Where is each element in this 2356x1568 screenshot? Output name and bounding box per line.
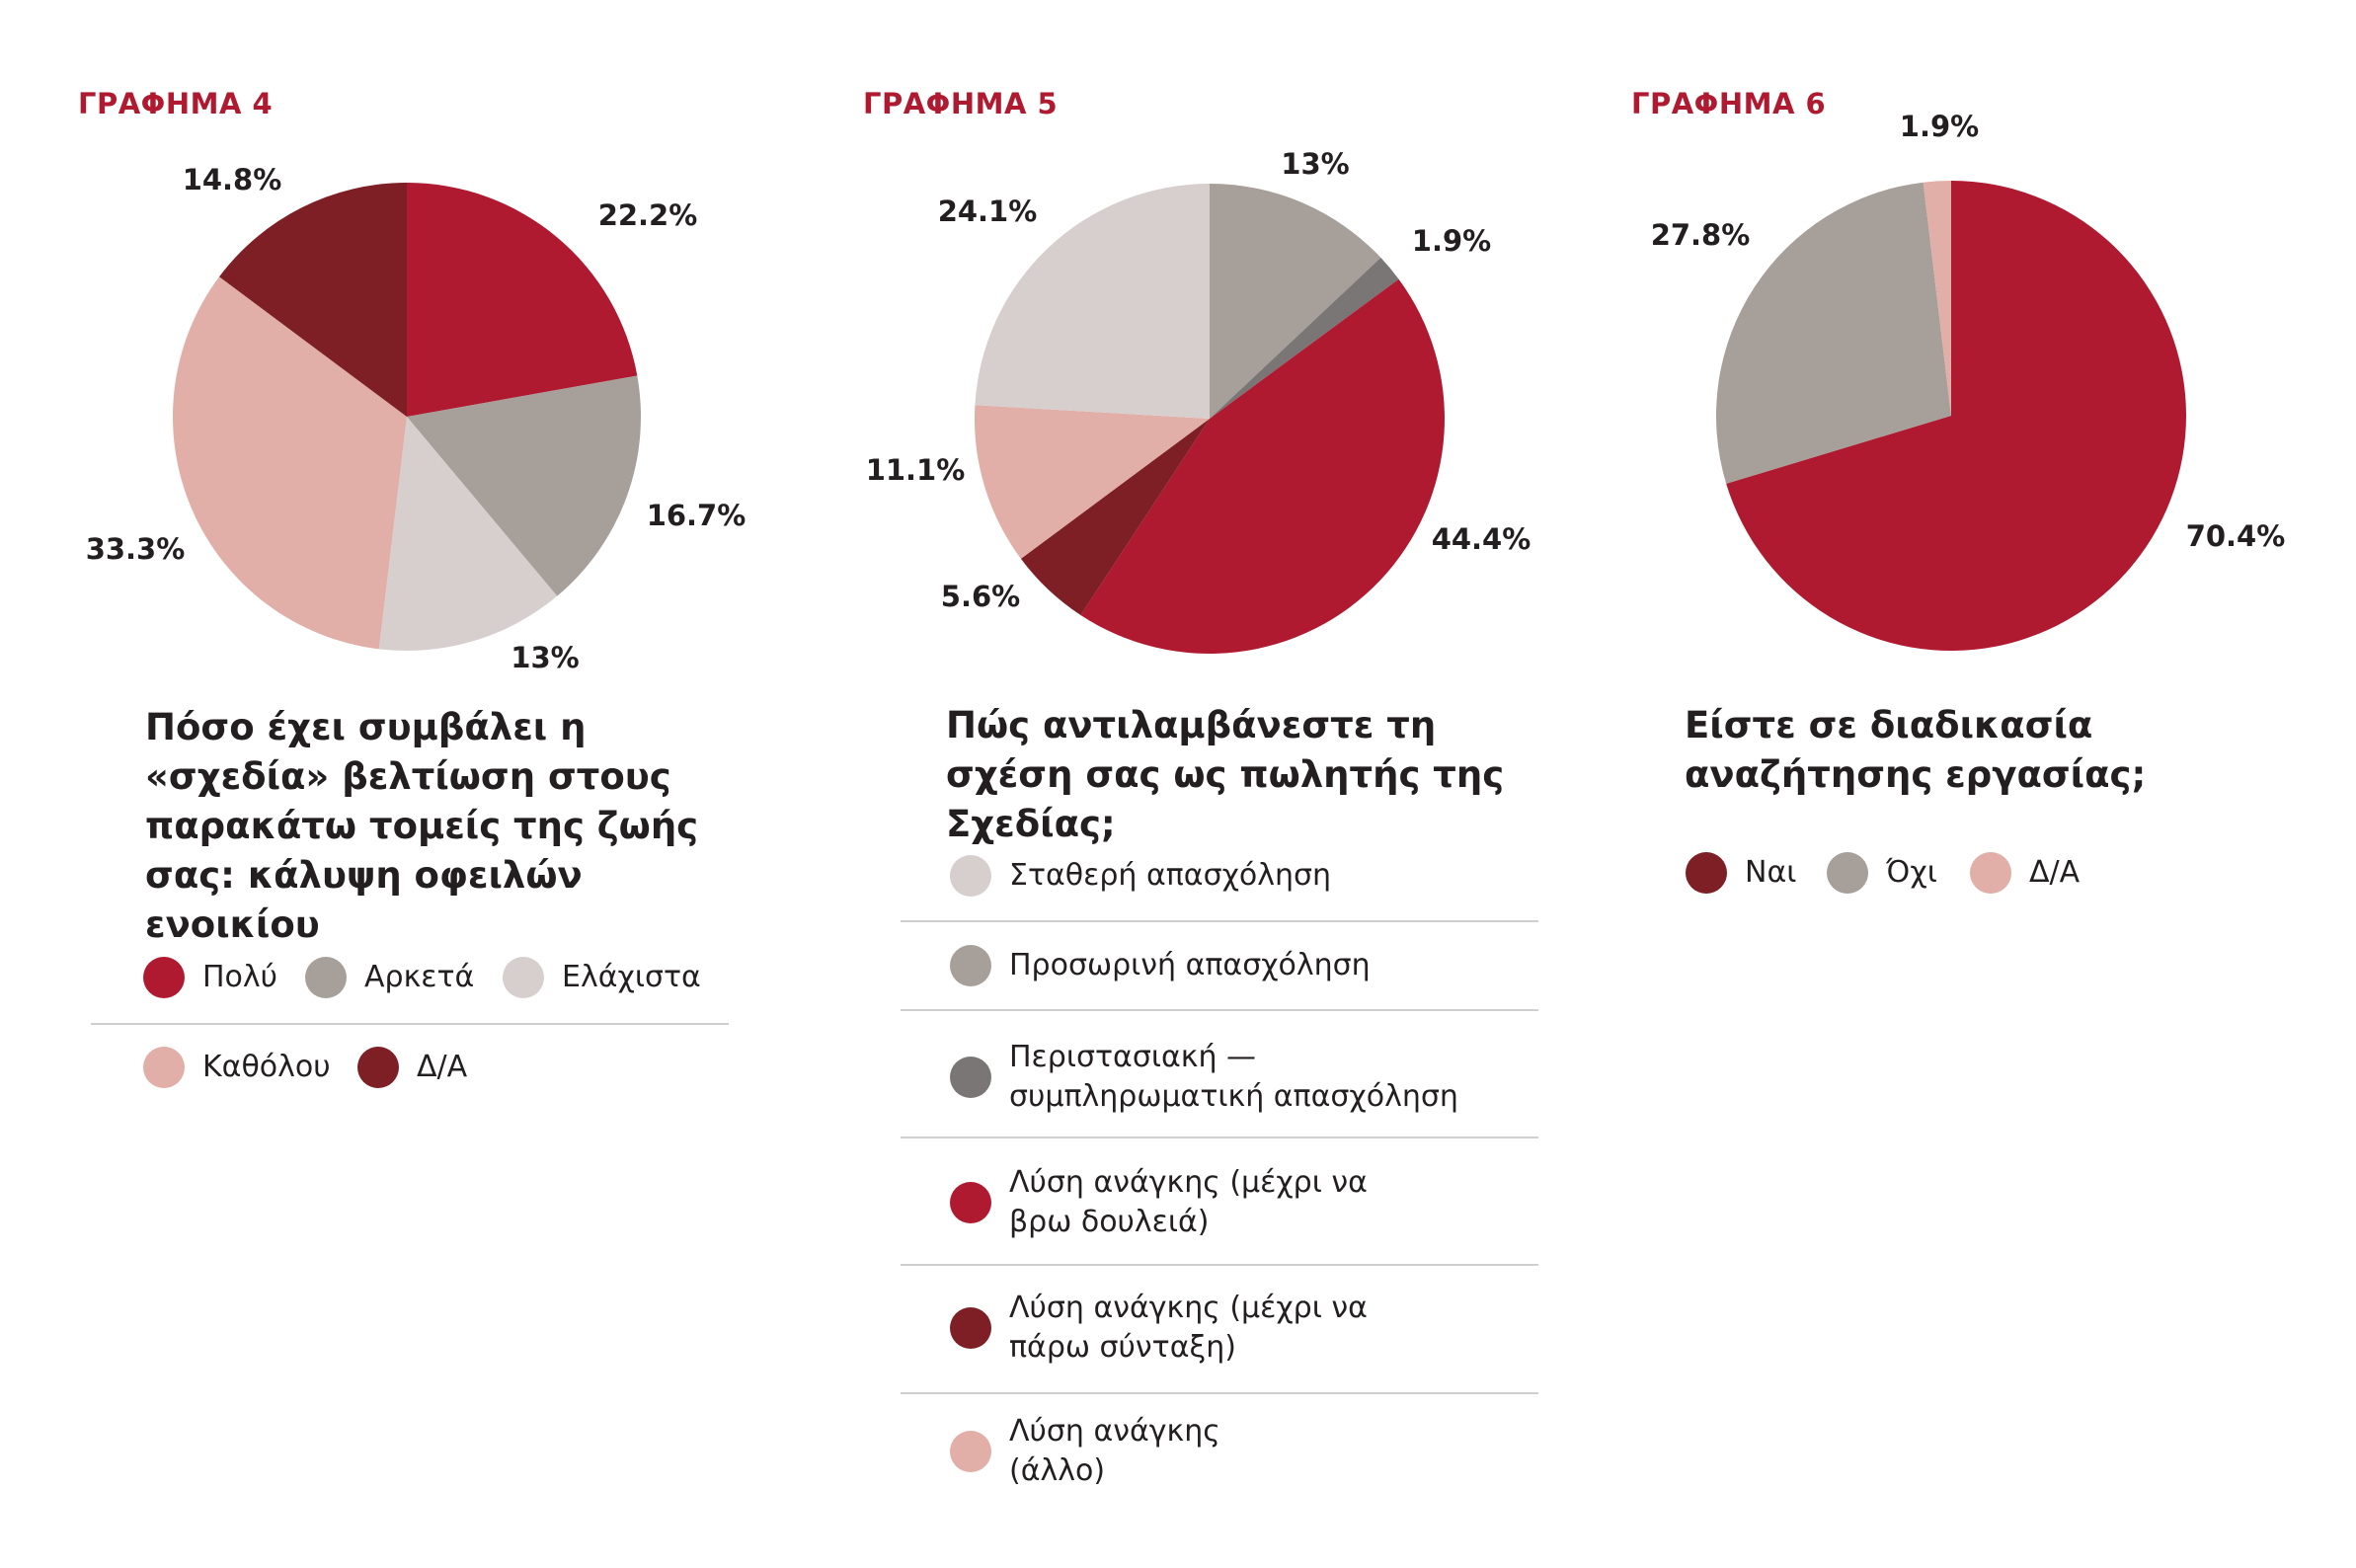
pie-slice — [1210, 257, 1399, 419]
legend-swatch — [950, 1431, 991, 1472]
legend-swatch — [950, 1182, 991, 1223]
legend-swatch — [357, 1047, 399, 1088]
chart-5-label: ΓΡΑΦΗΜΑ 5 — [863, 87, 1059, 120]
legend-swatch — [950, 945, 991, 986]
legend-item-oxi: Όχι — [1827, 852, 1937, 894]
legend-swatch — [143, 957, 185, 998]
slice-value-label: 16.7% — [647, 499, 746, 532]
pie-slice — [1210, 184, 1381, 419]
legend-label: Δ/Α — [2029, 855, 2081, 890]
slice-value-label: 44.4% — [1432, 522, 1531, 556]
legend-swatch — [305, 957, 347, 998]
chart-6-label: ΓΡΑΦΗΜΑ 6 — [1631, 87, 1827, 120]
legend-label: Αρκετά — [364, 960, 475, 994]
legend-label: Ναι — [1745, 855, 1797, 890]
pie-slice — [975, 405, 1210, 559]
chart-4-question: Πόσο έχει συμβάλει η «σχεδία» βελτίωση σ… — [145, 706, 699, 946]
legend-swatch — [503, 957, 544, 998]
pie-slice — [975, 184, 1210, 419]
legend-label: Λύση ανάγκης (μέχρι να βρω δουλειά) — [1009, 1165, 1368, 1239]
pie-chart-4: 22.2% 16.7% 13% 33.3% 14.8% — [86, 163, 746, 674]
legend-item-poly: Πολύ — [143, 957, 277, 998]
slice-value-label: 70.4% — [2186, 519, 2286, 553]
legend-label: Σταθερή απασχόληση — [1009, 858, 1332, 893]
legend-item-da-6: Δ/Α — [1970, 852, 2080, 894]
legend-label: Ελάχιστα — [562, 960, 701, 994]
legend-swatch — [1827, 852, 1868, 894]
legend-item-peristasiaki: Περιστασιακή — συμπληρωματική απασχόληση — [950, 1038, 1532, 1117]
pie-slice — [1726, 181, 2187, 651]
legend-item-elaxista: Ελάχιστα — [503, 957, 701, 998]
legend-label: Λύση ανάγκης (άλλο) — [1009, 1414, 1220, 1488]
legend-item-stathera: Σταθερή απασχόληση — [950, 855, 1331, 897]
legend-swatch — [950, 1057, 991, 1098]
pie-slice — [1716, 182, 1951, 484]
legend-label: Πολύ — [202, 960, 278, 994]
legend-item-katholou: Καθόλου — [143, 1047, 331, 1088]
slice-value-label: 13% — [1281, 147, 1349, 181]
pie-slice — [1020, 419, 1210, 615]
legend-label: Όχι — [1886, 855, 1937, 890]
legend-divider — [91, 1023, 729, 1025]
legend-item-lysi-douleia: Λύση ανάγκης (μέχρι να βρω δουλειά) — [950, 1163, 1532, 1242]
legend-item-prosorini: Προσωρινή απασχόληση — [950, 945, 1371, 986]
pie-slice — [407, 183, 638, 417]
chart-6-question: Είστε σε διαδικασία αναζήτησης εργασίας; — [1685, 704, 2147, 796]
legend-label: Περιστασιακή — συμπληρωματική απασχόληση — [1009, 1040, 1458, 1114]
legend-label: Λύση ανάγκης (μέχρι να πάρω σύνταξη) — [1009, 1291, 1368, 1365]
slice-value-label: 1.9% — [1412, 224, 1491, 258]
slice-value-label: 1.9% — [1900, 110, 1979, 143]
legend-label: Προσωρινή απασχόληση — [1009, 948, 1371, 982]
legend-item-lysi-allo: Λύση ανάγκης (άλλο) — [950, 1412, 1532, 1491]
pie-chart-6: 70.4% 27.8% 1.9% — [1651, 110, 2286, 651]
chart-4-label: ΓΡΑΦΗΜΑ 4 — [78, 87, 274, 120]
legend-swatch — [950, 855, 991, 897]
legend-divider — [901, 1009, 1538, 1011]
slice-value-label: 33.3% — [86, 532, 186, 566]
legend-item-arketa: Αρκετά — [305, 957, 474, 998]
legend-item-da: Δ/Α — [357, 1047, 467, 1088]
chart-5-question: Πώς αντιλαμβάνεστε τη σχέση σας ως πωλητ… — [946, 704, 1505, 845]
legend-label: Δ/Α — [417, 1050, 468, 1084]
slice-value-label: 22.2% — [598, 198, 698, 232]
legend-swatch — [143, 1047, 185, 1088]
slice-value-label: 5.6% — [941, 580, 1020, 613]
pie-slice — [407, 375, 641, 596]
slice-value-label: 13% — [510, 641, 579, 674]
slice-value-label: 11.1% — [866, 453, 966, 487]
legend-swatch — [1970, 852, 2011, 894]
slice-value-label: 24.1% — [938, 195, 1038, 228]
legend-swatch — [1686, 852, 1727, 894]
legend-label: Καθόλου — [202, 1050, 331, 1084]
legend-divider — [901, 1392, 1538, 1394]
legend-divider — [901, 920, 1538, 922]
pie-slice — [1923, 181, 1951, 416]
legend-item-lysi-syntaxi: Λύση ανάγκης (μέχρι να πάρω σύνταξη) — [950, 1289, 1532, 1368]
legend-swatch — [950, 1307, 991, 1349]
legend-divider — [901, 1137, 1538, 1138]
pie-slice — [173, 276, 407, 650]
pie-slice — [1080, 278, 1446, 655]
legend-divider — [901, 1264, 1538, 1266]
pie-chart-5: 24.1% 13% 1.9% 44.4% 5.6% 11.1% — [866, 147, 1531, 655]
pie-slice — [378, 417, 558, 651]
slice-value-label: 14.8% — [183, 163, 282, 196]
legend-item-nai: Ναι — [1686, 852, 1796, 894]
slice-value-label: 27.8% — [1651, 218, 1751, 252]
pie-slice — [219, 183, 407, 417]
